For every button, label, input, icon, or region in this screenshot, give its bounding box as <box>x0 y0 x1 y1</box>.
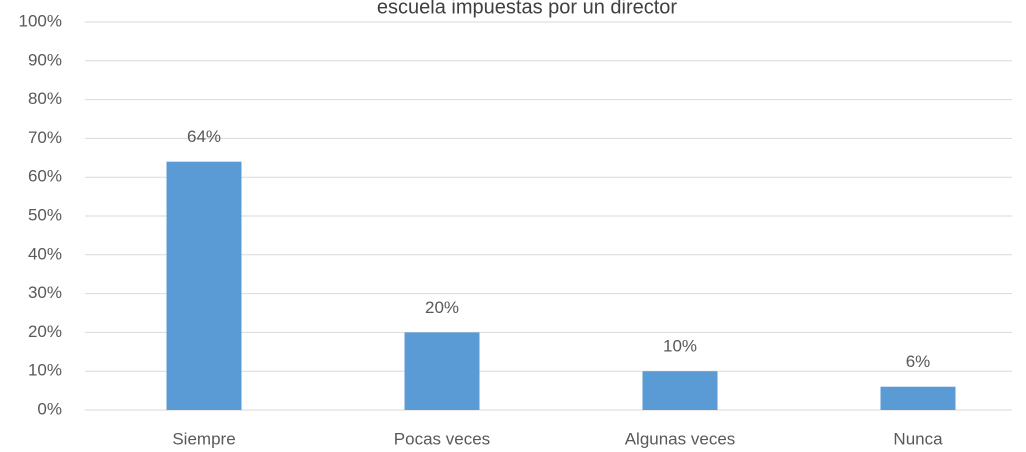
y-tick-label: 60% <box>28 167 62 186</box>
y-tick-label: 100% <box>19 11 62 30</box>
data-label: 6% <box>906 352 931 371</box>
y-tick-label: 40% <box>28 244 62 263</box>
data-label: 10% <box>663 337 697 356</box>
x-tick-label: Nunca <box>893 429 943 448</box>
data-label: 20% <box>425 298 459 317</box>
x-tick-label: Siempre <box>172 429 235 448</box>
y-tick-label: 0% <box>37 399 62 418</box>
bar <box>166 161 242 410</box>
y-tick-label: 90% <box>28 50 62 69</box>
x-tick-label: Algunas veces <box>625 429 736 448</box>
bar <box>642 371 718 410</box>
data-label: 64% <box>187 127 221 146</box>
y-tick-label: 50% <box>28 205 62 224</box>
y-tick-label: 80% <box>28 89 62 108</box>
x-tick-label: Pocas veces <box>394 429 490 448</box>
y-tick-label: 10% <box>28 361 62 380</box>
y-tick-label: 20% <box>28 322 62 341</box>
bar <box>880 386 956 410</box>
chart-title: escuela impuestas por un director <box>377 0 677 18</box>
y-tick-label: 70% <box>28 128 62 147</box>
bar <box>404 332 480 410</box>
y-tick-label: 30% <box>28 283 62 302</box>
